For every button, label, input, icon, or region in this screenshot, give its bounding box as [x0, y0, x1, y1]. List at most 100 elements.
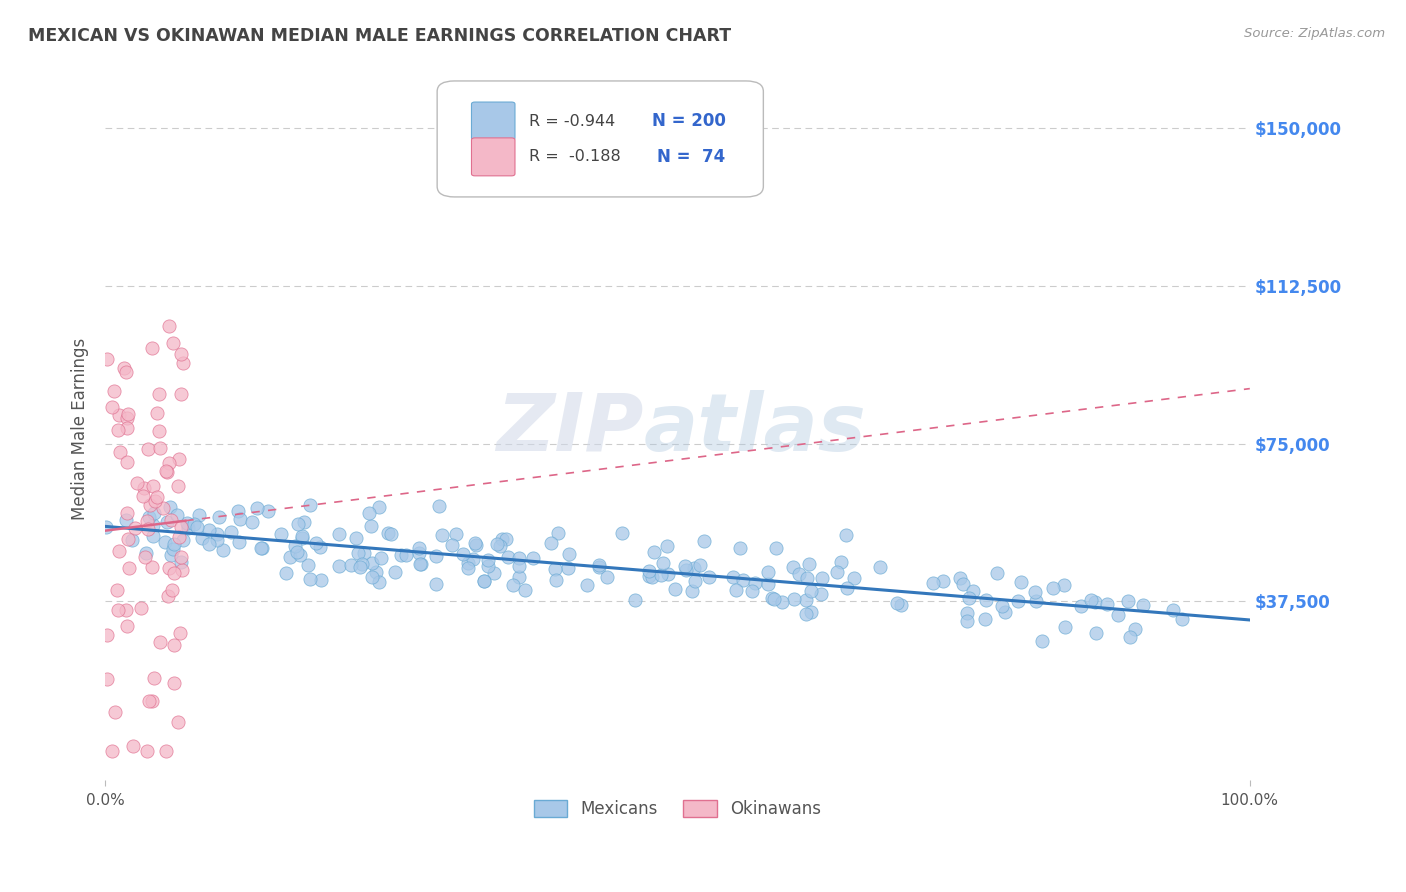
Point	[389, 548, 412, 562]
Point	[1010, 575, 1032, 590]
Point	[800, 605, 823, 619]
Point	[664, 582, 686, 596]
Point	[956, 607, 979, 621]
Point	[157, 456, 180, 470]
Point	[733, 573, 755, 587]
Point	[103, 384, 125, 398]
Point	[472, 574, 495, 589]
Point	[1116, 594, 1139, 608]
Point	[451, 547, 474, 561]
Point	[457, 561, 479, 575]
Point	[444, 527, 467, 541]
Point	[370, 551, 392, 566]
Point	[441, 538, 464, 552]
Point	[491, 532, 513, 546]
Point	[100, 401, 122, 415]
Point	[339, 558, 361, 572]
Point	[257, 504, 280, 518]
Point	[408, 541, 430, 555]
Point	[408, 546, 430, 560]
Point	[544, 573, 567, 587]
Point	[228, 534, 250, 549]
Point	[344, 531, 367, 545]
Point	[115, 411, 138, 425]
Point	[163, 537, 186, 551]
Point	[149, 634, 172, 648]
Point	[138, 510, 160, 524]
Point	[353, 546, 375, 560]
Point	[143, 506, 166, 520]
Point	[141, 559, 163, 574]
Point	[844, 571, 866, 585]
Point	[167, 451, 190, 466]
Point	[986, 566, 1008, 580]
Point	[657, 540, 679, 554]
Point	[96, 672, 118, 686]
Point	[104, 705, 127, 719]
Point	[1007, 594, 1029, 608]
Point	[115, 506, 138, 520]
Legend: Mexicans, Okinawans: Mexicans, Okinawans	[527, 793, 828, 825]
Point	[160, 548, 183, 562]
Point	[136, 744, 159, 758]
Point	[122, 739, 145, 753]
FancyBboxPatch shape	[471, 138, 515, 176]
Text: Source: ZipAtlas.com: Source: ZipAtlas.com	[1244, 27, 1385, 40]
Point	[162, 638, 184, 652]
Point	[309, 573, 332, 587]
Point	[142, 671, 165, 685]
Point	[395, 548, 418, 562]
Point	[117, 532, 139, 546]
Point	[588, 558, 610, 572]
Point	[112, 361, 135, 376]
Point	[643, 545, 665, 559]
Point	[761, 591, 783, 606]
Point	[309, 540, 332, 554]
Point	[305, 536, 328, 550]
Point	[496, 550, 519, 565]
Point	[156, 589, 179, 603]
Point	[138, 498, 160, 512]
Point	[429, 499, 451, 513]
Point	[166, 508, 188, 522]
Point	[163, 566, 186, 580]
Point	[756, 577, 779, 591]
Point	[159, 513, 181, 527]
Point	[270, 527, 292, 541]
Point	[163, 676, 186, 690]
Point	[287, 516, 309, 531]
Point	[596, 570, 619, 584]
Point	[683, 574, 706, 588]
Point	[797, 557, 820, 571]
Point	[1031, 633, 1053, 648]
Point	[226, 504, 249, 518]
Point	[835, 528, 858, 542]
Point	[148, 425, 170, 439]
Point	[297, 558, 319, 572]
Point	[347, 546, 370, 560]
Point	[721, 570, 744, 584]
Point	[728, 541, 751, 555]
Point	[796, 571, 818, 585]
Point	[1119, 630, 1142, 644]
Point	[477, 558, 499, 573]
Point	[1095, 597, 1118, 611]
Point	[166, 714, 188, 729]
Point	[118, 561, 141, 575]
Point	[278, 550, 301, 565]
Point	[132, 481, 155, 495]
Point	[495, 532, 517, 546]
Point	[508, 570, 530, 584]
Point	[141, 341, 163, 355]
Point	[191, 531, 214, 545]
Point	[557, 561, 579, 575]
Text: MEXICAN VS OKINAWAN MEDIAN MALE EARNINGS CORRELATION CHART: MEXICAN VS OKINAWAN MEDIAN MALE EARNINGS…	[28, 27, 731, 45]
Point	[96, 351, 118, 366]
Point	[360, 519, 382, 533]
Point	[172, 356, 194, 370]
Point	[117, 455, 139, 469]
Point	[105, 583, 128, 598]
Point	[125, 475, 148, 490]
Point	[931, 574, 953, 589]
Point	[461, 552, 484, 566]
